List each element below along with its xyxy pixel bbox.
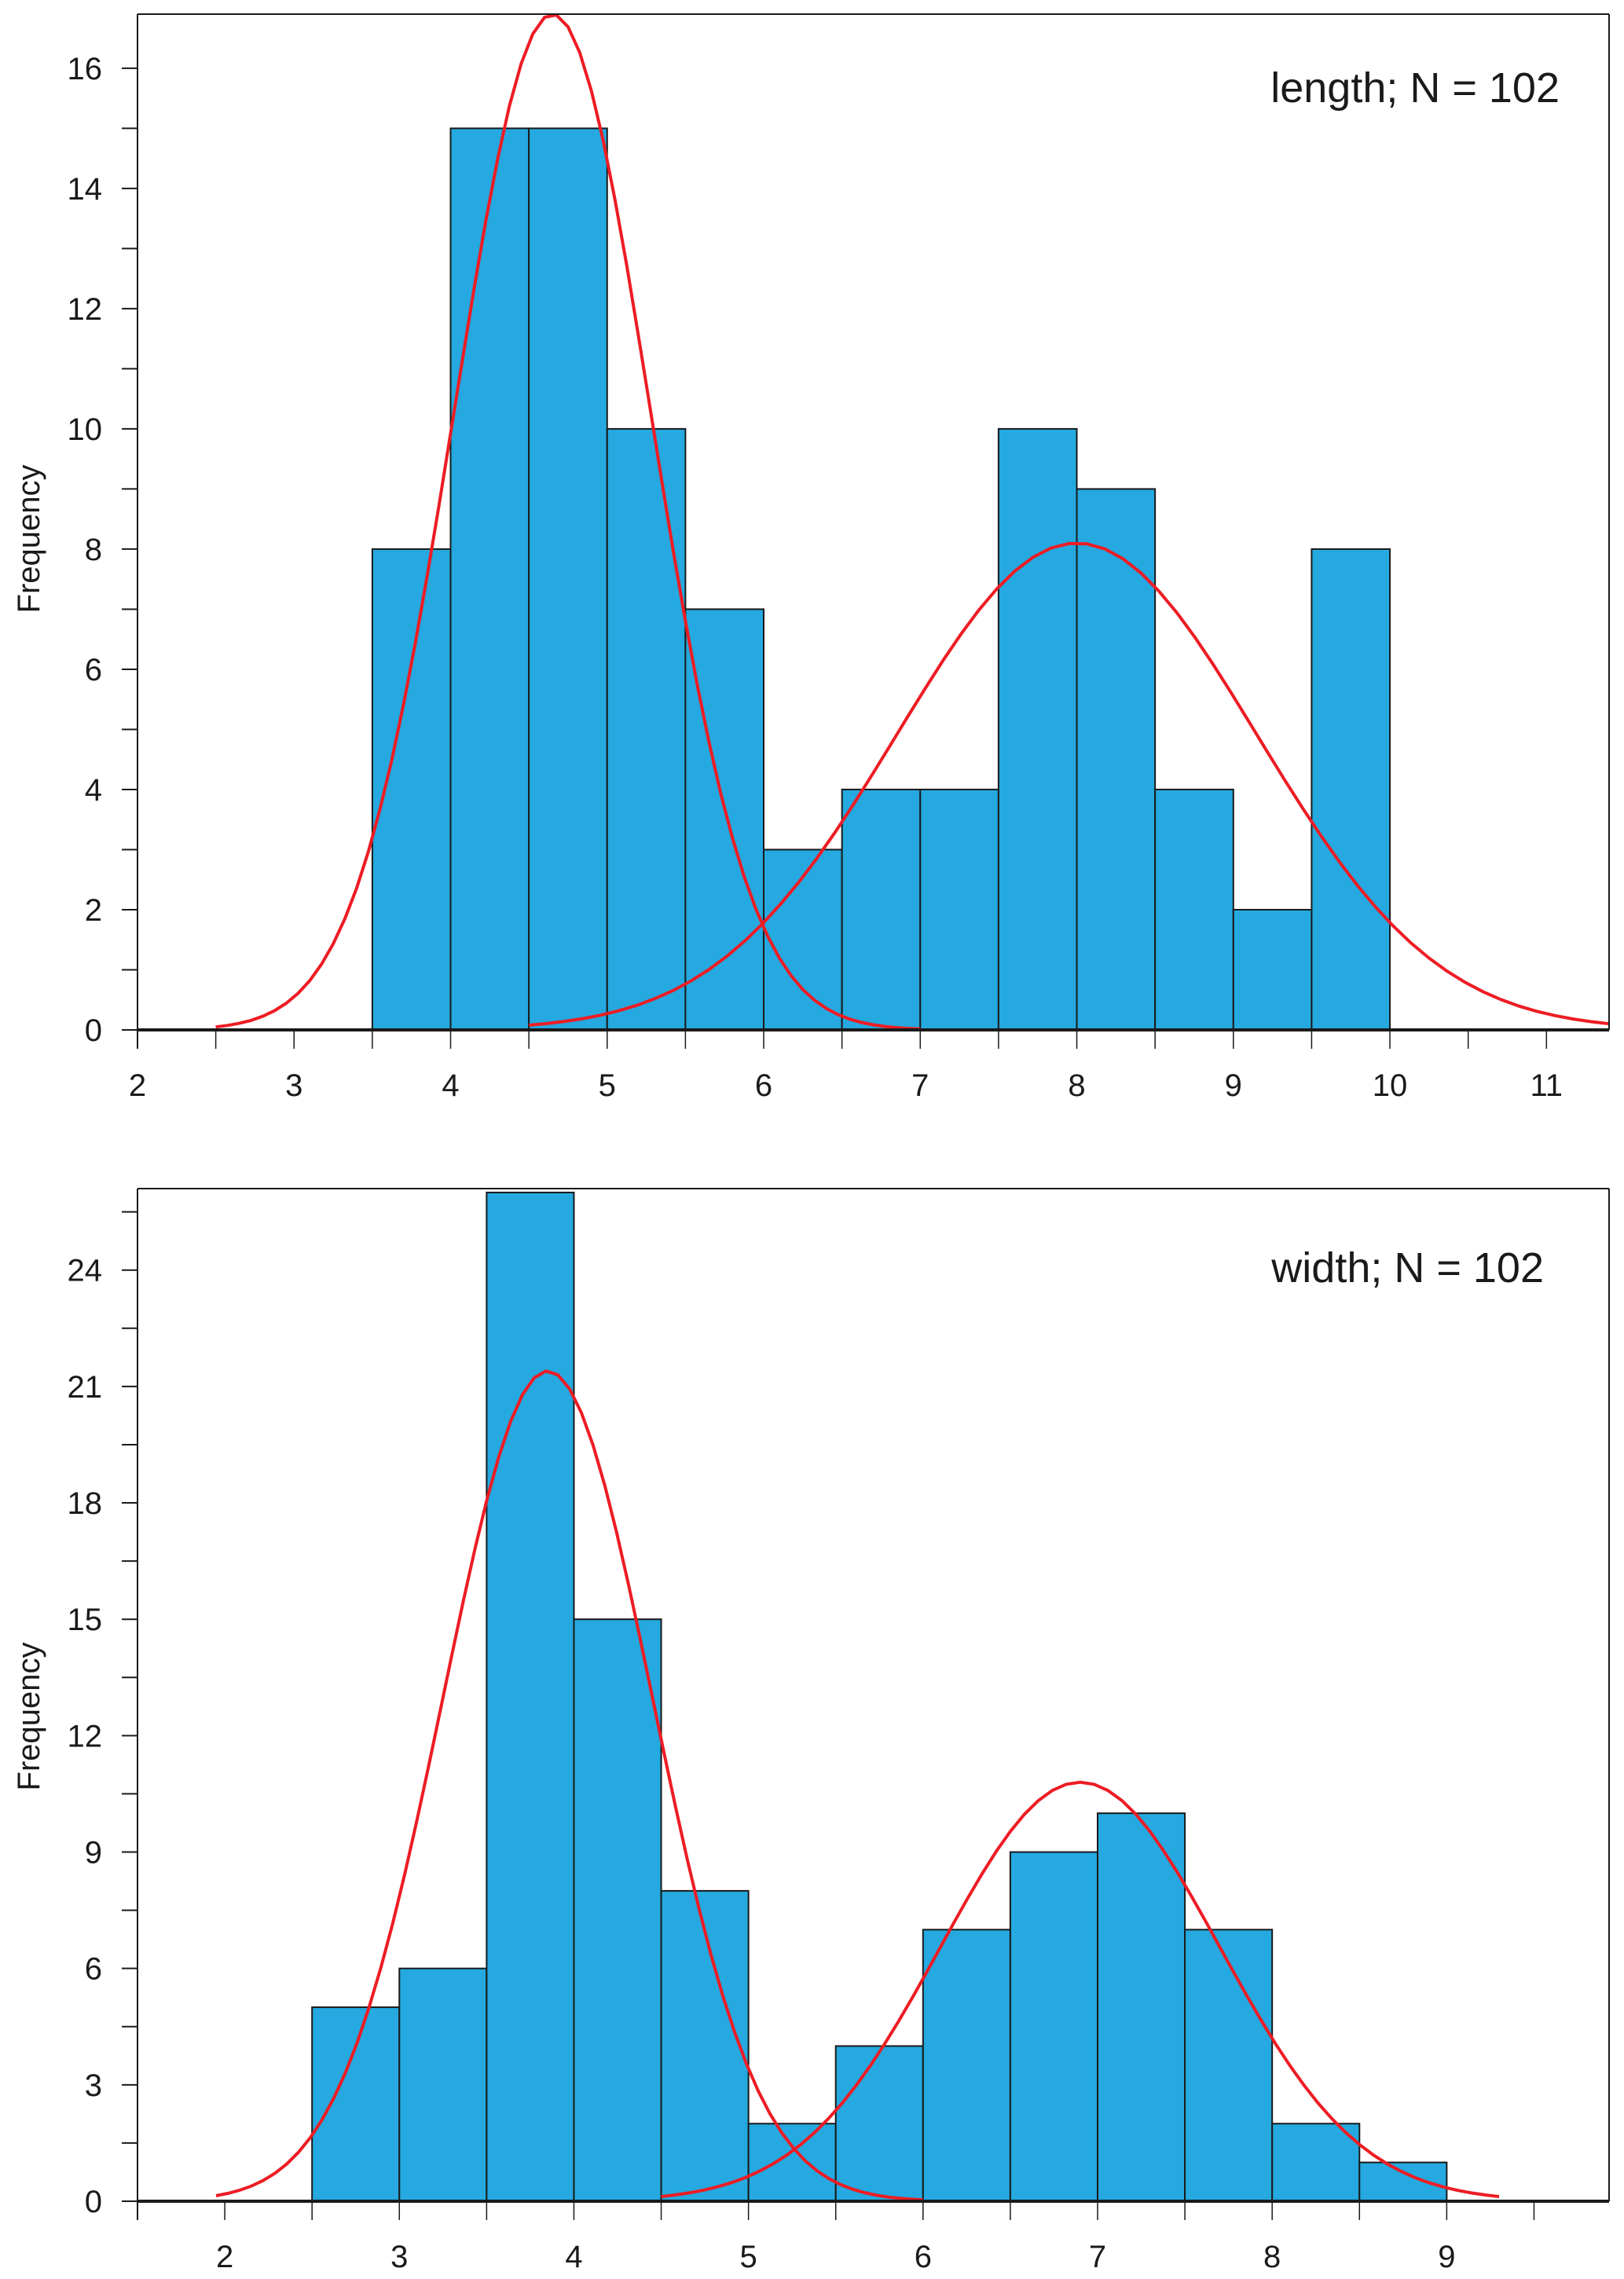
histogram-bar xyxy=(684,608,765,1030)
y-tick-label: 6 xyxy=(85,653,102,687)
x-tick-label: 4 xyxy=(442,1068,459,1103)
fitted-normal-curve xyxy=(661,1780,1500,2199)
histogram-bar xyxy=(1154,788,1234,1030)
histogram-bar xyxy=(660,1889,750,2201)
histogram-bar xyxy=(449,127,530,1030)
histogram-bar xyxy=(747,2123,837,2201)
x-tick-label: 3 xyxy=(285,1068,302,1103)
y-tick-label: 14 xyxy=(68,172,103,207)
x-tick-label: 4 xyxy=(565,2240,582,2274)
x-tick-label: 8 xyxy=(1068,1068,1085,1103)
histogram-bar xyxy=(486,1191,575,2201)
y-tick-label: 8 xyxy=(85,533,102,567)
x-tick-label: 2 xyxy=(129,1068,146,1103)
histogram-bar xyxy=(573,1618,662,2201)
fitted-normal-curve xyxy=(528,541,1609,1027)
x-tick-label: 9 xyxy=(1225,1068,1242,1103)
histogram-bar xyxy=(763,848,843,1030)
histogram-bar xyxy=(311,2006,401,2201)
x-tick-label: 3 xyxy=(390,2240,408,2274)
y-tick-label: 6 xyxy=(85,1952,102,1987)
histogram-bar xyxy=(1097,1812,1186,2201)
histogram-bar xyxy=(1076,488,1157,1030)
x-tick-label: 2 xyxy=(216,2240,233,2274)
histogram-bar xyxy=(528,127,608,1030)
y-tick-label: 2 xyxy=(85,893,102,928)
plot-area xyxy=(215,14,1609,1030)
y-tick-label: 4 xyxy=(85,773,102,808)
histogram-bar xyxy=(919,788,999,1030)
length-histogram: length; N = 102 Frequency 2 3 4 5 6 7 8 9 10 1102… xyxy=(12,13,1610,1103)
width-histogram: width; N = 102 Frequency 2 3 4 5 6 7 8 9 0 3 6 9 12 1… xyxy=(12,1188,1610,2274)
y-tick-label: 24 xyxy=(68,1254,103,1288)
x-tick-label: 5 xyxy=(599,1068,616,1103)
y-axis-label: Frequency xyxy=(12,465,46,614)
histogram-bar xyxy=(1271,2123,1361,2201)
y-tick-label: 3 xyxy=(85,2068,102,2103)
y-tick-label: 0 xyxy=(85,2185,102,2219)
x-tick-label: 6 xyxy=(755,1068,772,1103)
y-tick-label: 16 xyxy=(68,52,103,86)
x-tick-label: 10 xyxy=(1373,1068,1408,1103)
x-tick-label: 8 xyxy=(1263,2240,1281,2274)
x-tick-label: 5 xyxy=(740,2240,757,2274)
y-tick-label: 12 xyxy=(68,1719,103,1753)
histogram-bar xyxy=(834,2045,924,2201)
fitted-normal-curve xyxy=(215,14,921,1030)
y-tick-label: 15 xyxy=(68,1603,103,1637)
x-tick-label: 7 xyxy=(1089,2240,1106,2274)
histogram-bar xyxy=(1358,2161,1448,2201)
histogram-bar xyxy=(1311,548,1391,1030)
x-tick-label: 7 xyxy=(911,1068,929,1103)
histogram-bar xyxy=(606,427,687,1030)
histogram-bar xyxy=(997,427,1078,1030)
annotation: width; N = 102 xyxy=(1270,1244,1544,1292)
y-axis-label: Frequency xyxy=(12,1643,46,1791)
y-tick-label: 0 xyxy=(85,1013,102,1048)
histogram-bar xyxy=(841,788,922,1030)
y-tick-label: 9 xyxy=(85,1836,102,1870)
histogram-bar xyxy=(398,1967,488,2201)
histogram-bar xyxy=(1232,908,1313,1030)
y-tick-label: 12 xyxy=(68,292,103,327)
histogram-bar xyxy=(922,1929,1011,2201)
histogram-bar xyxy=(1009,1851,1099,2201)
histogram-bar xyxy=(1184,1929,1274,2201)
x-tick-label: 11 xyxy=(1531,1068,1564,1103)
annotation: length; N = 102 xyxy=(1270,64,1560,112)
y-tick-label: 21 xyxy=(68,1370,103,1405)
x-tick-label: 9 xyxy=(1438,2240,1455,2274)
fitted-normal-curve xyxy=(215,1369,923,2201)
y-tick-label: 18 xyxy=(68,1486,103,1521)
x-tick-label: 6 xyxy=(915,2240,932,2274)
y-tick-label: 10 xyxy=(68,412,103,447)
plot-area xyxy=(215,1191,1500,2201)
